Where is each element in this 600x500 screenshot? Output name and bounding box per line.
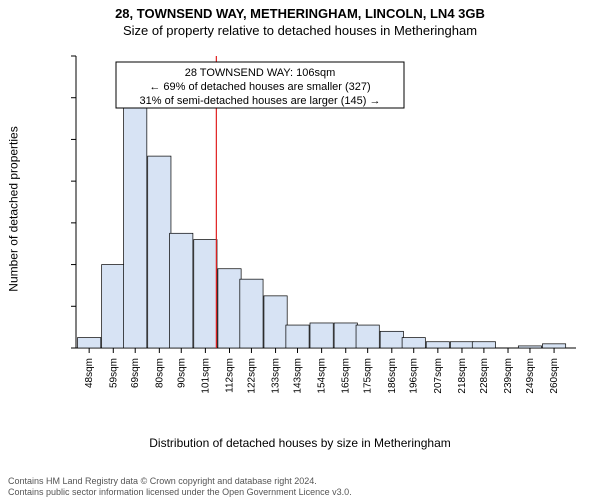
histogram-bar xyxy=(356,325,379,348)
x-tick-label: 260sqm xyxy=(549,358,560,394)
x-tick-label: 186sqm xyxy=(387,358,398,394)
annotation-line-3: 31% of semi-detached houses are larger (… xyxy=(140,95,381,107)
x-tick-label: 165sqm xyxy=(341,358,352,394)
x-tick-label: 112sqm xyxy=(225,358,236,393)
histogram-bar xyxy=(450,342,473,348)
chart-area: 02040608010012014048sqm59sqm69sqm80sqm90… xyxy=(70,48,580,398)
histogram-bar xyxy=(170,233,193,348)
footer-line-2: Contains public sector information licen… xyxy=(8,487,352,498)
x-tick-label: 154sqm xyxy=(317,358,328,394)
chart-title-sub: Size of property relative to detached ho… xyxy=(0,23,600,38)
x-tick-label: 59sqm xyxy=(108,358,119,388)
footer-line-1: Contains HM Land Registry data © Crown c… xyxy=(8,476,352,487)
x-tick-label: 80sqm xyxy=(154,358,165,388)
y-axis-label: Number of detached properties xyxy=(7,126,21,291)
annotation-line-2: ← 69% of detached houses are smaller (32… xyxy=(149,81,370,93)
histogram-bar xyxy=(102,265,125,348)
x-tick-label: 101sqm xyxy=(200,358,211,394)
histogram-bar xyxy=(286,325,309,348)
x-tick-label: 133sqm xyxy=(271,358,282,394)
x-tick-label: 143sqm xyxy=(292,358,303,394)
x-tick-label: 196sqm xyxy=(409,358,420,394)
histogram-bar xyxy=(78,338,101,348)
histogram-bar xyxy=(518,346,541,348)
histogram-bar xyxy=(402,338,425,348)
x-tick-label: 48sqm xyxy=(84,358,95,388)
histogram-bar xyxy=(334,323,357,348)
annotation-line-1: 28 TOWNSEND WAY: 106sqm xyxy=(185,67,336,79)
histogram-bar xyxy=(472,342,495,348)
x-tick-label: 249sqm xyxy=(525,358,536,394)
x-tick-label: 122sqm xyxy=(246,358,257,394)
histogram-bar xyxy=(380,331,403,348)
histogram-bar xyxy=(426,342,449,348)
x-tick-label: 207sqm xyxy=(433,358,444,394)
x-tick-label: 175sqm xyxy=(363,358,374,394)
x-tick-label: 228sqm xyxy=(479,358,490,394)
histogram-plot: 02040608010012014048sqm59sqm69sqm80sqm90… xyxy=(70,48,580,398)
histogram-bar xyxy=(240,279,263,348)
x-tick-label: 90sqm xyxy=(176,358,187,388)
chart-title-main: 28, TOWNSEND WAY, METHERINGHAM, LINCOLN,… xyxy=(0,6,600,21)
x-tick-label: 218sqm xyxy=(457,358,468,394)
x-tick-label: 69sqm xyxy=(130,358,141,388)
histogram-bar xyxy=(542,344,565,348)
histogram-bar xyxy=(124,108,147,348)
histogram-bar xyxy=(148,156,171,348)
histogram-bar xyxy=(310,323,333,348)
histogram-bar xyxy=(264,296,287,348)
histogram-bar xyxy=(218,269,241,348)
attribution-footer: Contains HM Land Registry data © Crown c… xyxy=(8,476,352,499)
histogram-bar xyxy=(194,240,217,348)
x-tick-label: 239sqm xyxy=(503,358,514,394)
y-axis-label-container: Number of detached properties xyxy=(6,34,22,384)
